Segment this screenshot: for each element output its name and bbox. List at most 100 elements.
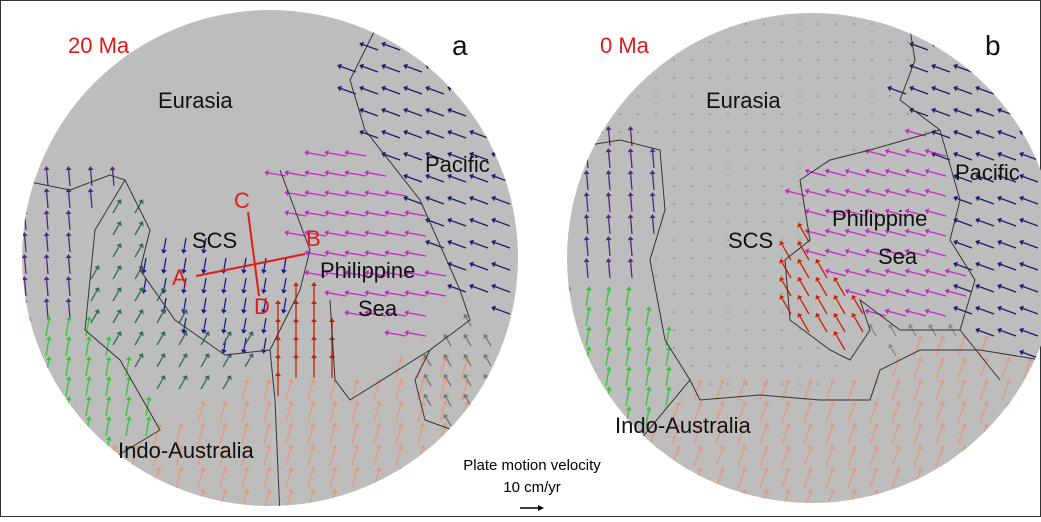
velocity-dot xyxy=(763,275,765,277)
velocity-dot xyxy=(637,113,639,115)
velocity-dot xyxy=(799,23,801,25)
velocity-dot xyxy=(889,59,891,61)
velocity-dot xyxy=(745,293,747,295)
velocity-dot xyxy=(835,131,837,133)
plate-label: Pacific xyxy=(955,160,1020,185)
velocity-dot xyxy=(709,41,711,43)
velocity-dot xyxy=(889,77,891,79)
velocity-dot xyxy=(709,131,711,133)
velocity-dot xyxy=(817,41,819,43)
velocity-dot xyxy=(745,59,747,61)
velocity-dot xyxy=(673,59,675,61)
velocity-dot xyxy=(691,59,693,61)
velocity-dot xyxy=(763,293,765,295)
velocity-dot xyxy=(817,131,819,133)
velocity-dot xyxy=(745,365,747,367)
velocity-dot xyxy=(709,257,711,259)
velocity-dot xyxy=(745,275,747,277)
legend-title: Plate motion velocity xyxy=(463,457,601,474)
plate-label: Philippine xyxy=(832,206,927,231)
velocity-dot xyxy=(691,167,693,169)
velocity-dot xyxy=(709,383,711,385)
velocity-dot xyxy=(691,221,693,223)
velocity-dot xyxy=(727,167,729,169)
velocity-dot xyxy=(691,131,693,133)
velocity-dot xyxy=(799,131,801,133)
velocity-dot xyxy=(781,311,783,313)
velocity-dot xyxy=(727,185,729,187)
velocity-dot xyxy=(709,167,711,169)
velocity-dot xyxy=(727,347,729,349)
velocity-dot xyxy=(655,77,657,79)
velocity-dot xyxy=(889,41,891,43)
velocity-dot xyxy=(763,77,765,79)
velocity-dot xyxy=(889,131,891,133)
velocity-dot xyxy=(763,257,765,259)
velocity-dot xyxy=(781,113,783,115)
velocity-dot xyxy=(853,95,855,97)
velocity-dot xyxy=(727,275,729,277)
profile-point: C xyxy=(234,188,250,213)
velocity-dot xyxy=(907,41,909,43)
velocity-dot xyxy=(781,41,783,43)
velocity-dot xyxy=(799,95,801,97)
velocity-dot xyxy=(853,149,855,151)
velocity-dot xyxy=(763,131,765,133)
velocity-dot xyxy=(673,149,675,151)
age-label: 0 Ma xyxy=(600,33,650,58)
plate-label: Pacific xyxy=(425,152,490,177)
velocity-dot xyxy=(781,167,783,169)
velocity-dot xyxy=(691,185,693,187)
velocity-dot xyxy=(709,149,711,151)
velocity-dot xyxy=(691,77,693,79)
plate-label: Philippine xyxy=(320,258,415,283)
velocity-dot xyxy=(781,275,783,277)
velocity-dot xyxy=(709,275,711,277)
velocity-dot xyxy=(745,23,747,25)
velocity-dot xyxy=(799,59,801,61)
velocity-dot xyxy=(853,131,855,133)
velocity-dot xyxy=(745,167,747,169)
profile-point: A xyxy=(172,265,187,290)
velocity-dot xyxy=(763,149,765,151)
velocity-dot xyxy=(673,77,675,79)
velocity-dot xyxy=(727,293,729,295)
velocity-dot xyxy=(745,185,747,187)
velocity-dot xyxy=(817,23,819,25)
velocity-dot xyxy=(781,383,783,385)
velocity-dot xyxy=(745,149,747,151)
velocity-dot xyxy=(799,347,801,349)
panel-letter: a xyxy=(452,30,468,61)
velocity-dot xyxy=(817,113,819,115)
velocity-dot xyxy=(817,347,819,349)
figure: 20 Ma a Eurasia Pacific SCS Philippine S… xyxy=(0,0,1041,517)
velocity-dot xyxy=(709,185,711,187)
velocity-dot xyxy=(907,113,909,115)
velocity-dot xyxy=(835,113,837,115)
velocity-dot xyxy=(799,329,801,331)
velocity-dot xyxy=(763,113,765,115)
velocity-dot xyxy=(781,239,783,241)
velocity-dot xyxy=(691,365,693,367)
velocity-dot xyxy=(781,131,783,133)
velocity-dot xyxy=(673,329,675,331)
velocity-dot xyxy=(655,113,657,115)
velocity-dot xyxy=(781,77,783,79)
velocity-dot xyxy=(727,59,729,61)
velocity-dot xyxy=(655,131,657,133)
velocity-dot xyxy=(727,149,729,151)
velocity-dot xyxy=(745,41,747,43)
velocity-dot xyxy=(871,41,873,43)
velocity-dot xyxy=(817,383,819,385)
velocity-dot xyxy=(907,59,909,61)
velocity-dot xyxy=(745,311,747,313)
velocity-dot xyxy=(799,167,801,169)
velocity-dot xyxy=(925,131,927,133)
velocity-dot xyxy=(835,365,837,367)
velocity-dot xyxy=(619,113,621,115)
plate-label: Eurasia xyxy=(158,88,233,113)
velocity-dot xyxy=(799,41,801,43)
velocity-dot xyxy=(799,113,801,115)
velocity-dot xyxy=(745,347,747,349)
plate-label: Sea xyxy=(878,244,918,269)
